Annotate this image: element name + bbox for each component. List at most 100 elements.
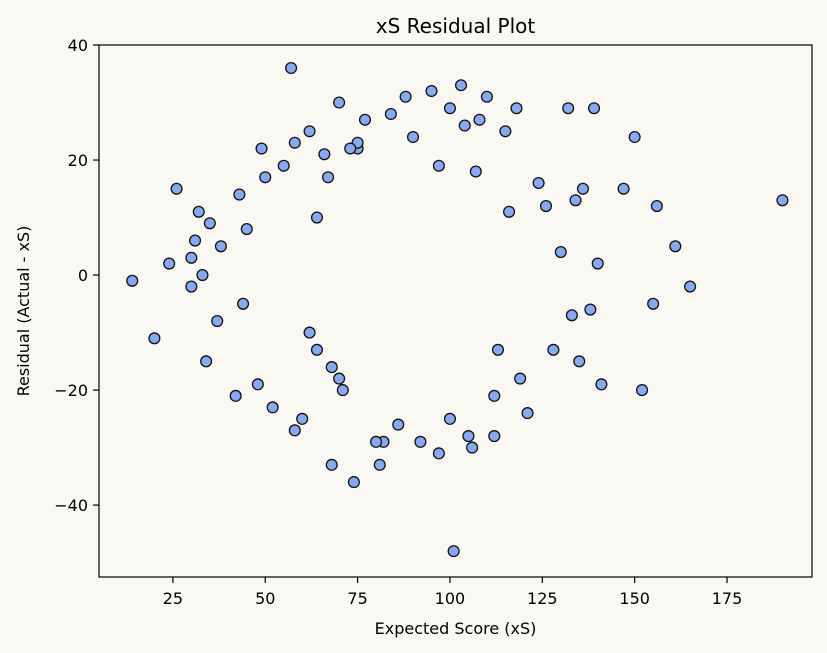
data-point <box>514 372 527 385</box>
data-point <box>595 378 608 391</box>
data-point <box>432 159 445 172</box>
data-point <box>384 107 397 121</box>
x-tick-label: 25 <box>163 589 183 608</box>
data-point <box>776 194 789 207</box>
data-point <box>333 96 346 109</box>
data-point <box>370 435 383 448</box>
data-point <box>277 159 290 172</box>
data-point <box>425 84 438 98</box>
data-point <box>521 407 534 420</box>
data-point <box>214 240 227 253</box>
data-point <box>321 171 335 184</box>
data-point <box>325 361 338 374</box>
y-tick-label: −20 <box>54 381 88 400</box>
data-point <box>296 412 309 425</box>
data-point <box>491 343 505 356</box>
data-point <box>488 389 501 402</box>
data-point <box>576 182 589 195</box>
data-point <box>196 268 209 282</box>
data-point <box>229 389 242 402</box>
data-point <box>636 384 649 397</box>
data-point <box>473 113 486 126</box>
data-point <box>684 280 697 293</box>
data-point <box>458 119 471 132</box>
y-tick-label: 20 <box>68 151 88 170</box>
data-point <box>310 343 324 356</box>
data-point <box>432 447 445 460</box>
data-point <box>336 384 349 397</box>
y-tick-label: −40 <box>54 496 88 515</box>
scatter-points <box>126 61 789 558</box>
x-axis-label: Expected Score (xS) <box>375 619 537 638</box>
data-point <box>510 102 523 115</box>
data-point <box>392 418 405 431</box>
data-point <box>325 458 338 471</box>
plot-frame <box>98 44 813 578</box>
data-point <box>414 435 427 448</box>
data-point <box>373 458 386 471</box>
data-point <box>303 125 316 138</box>
data-point <box>469 165 482 178</box>
data-point <box>318 148 331 161</box>
data-point <box>669 240 682 253</box>
data-point <box>454 79 468 92</box>
data-point <box>647 297 660 310</box>
data-point <box>584 303 597 316</box>
data-point <box>406 130 420 144</box>
data-point <box>170 182 183 195</box>
data-point <box>333 372 346 385</box>
data-point <box>443 102 457 115</box>
data-point <box>554 246 567 259</box>
data-point <box>347 476 360 489</box>
data-point <box>192 205 205 218</box>
data-point <box>240 222 253 236</box>
y-axis-ticks: −40 −20 0 20 40 <box>54 36 99 515</box>
data-point <box>617 182 630 195</box>
data-point <box>565 309 578 322</box>
data-point <box>185 251 198 264</box>
data-point <box>303 326 316 339</box>
data-point <box>532 176 545 190</box>
data-point <box>488 430 501 443</box>
data-point <box>547 343 560 356</box>
x-tick-label: 100 <box>435 589 466 608</box>
data-point <box>650 199 663 213</box>
data-point <box>628 130 641 144</box>
data-point <box>288 136 301 149</box>
data-point <box>573 355 586 368</box>
data-point <box>285 61 298 75</box>
data-point <box>310 211 324 224</box>
data-point <box>480 90 493 103</box>
data-point <box>288 424 301 437</box>
data-point <box>503 205 516 218</box>
x-tick-label: 125 <box>527 589 558 608</box>
y-tick-label: 40 <box>68 36 88 55</box>
data-point <box>399 90 412 103</box>
data-point <box>462 430 475 443</box>
x-tick-label: 75 <box>347 589 367 608</box>
data-point <box>539 199 553 213</box>
data-point <box>126 274 139 287</box>
data-point <box>259 171 272 184</box>
data-point <box>499 125 512 138</box>
data-point <box>189 234 202 247</box>
data-point <box>163 257 176 270</box>
data-point <box>587 102 601 115</box>
data-point <box>211 315 224 328</box>
data-point <box>185 280 198 293</box>
x-axis-ticks: 25 50 75 100 125 150 175 <box>163 577 743 608</box>
data-point <box>200 355 213 368</box>
data-point <box>447 545 460 558</box>
data-point <box>251 378 264 391</box>
data-point <box>466 441 479 454</box>
data-point <box>203 217 216 230</box>
data-point <box>266 401 279 414</box>
x-tick-label: 175 <box>712 589 743 608</box>
data-point <box>237 297 250 310</box>
data-point <box>591 257 604 270</box>
data-point <box>562 102 575 115</box>
x-tick-label: 50 <box>255 589 275 608</box>
data-point <box>148 332 161 345</box>
